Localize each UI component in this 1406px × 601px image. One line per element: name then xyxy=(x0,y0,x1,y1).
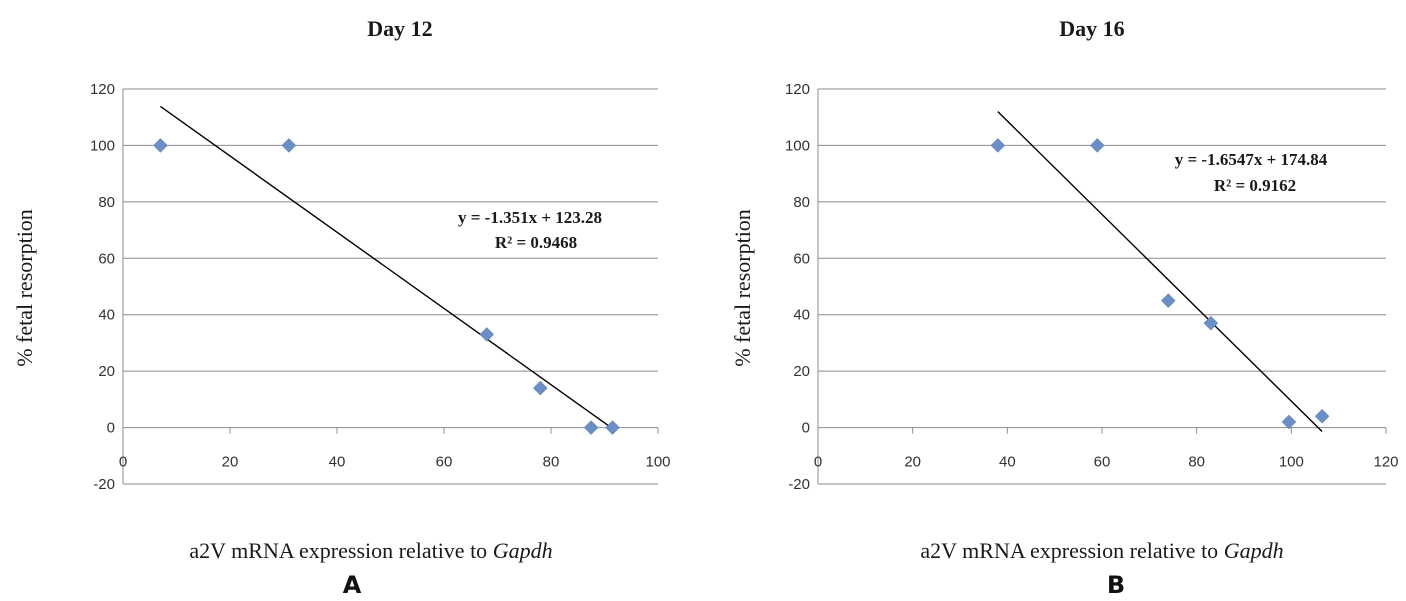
x-tick-label: 20 xyxy=(222,454,239,471)
y-tick-label: 60 xyxy=(98,250,115,267)
trendline xyxy=(997,111,1323,432)
y-tick-label: 80 xyxy=(98,194,115,211)
y-tick-label: -20 xyxy=(788,476,810,493)
data-point xyxy=(1281,414,1297,430)
trendline xyxy=(160,105,613,430)
x-tick-label: 120 xyxy=(1373,454,1398,471)
data-point xyxy=(532,380,548,396)
trendline-equation: y = -1.6547x + 174.84 xyxy=(1175,150,1328,169)
x-axis-label-italic: Gapdh xyxy=(493,538,553,563)
y-tick-label: -20 xyxy=(93,476,115,493)
data-point xyxy=(281,138,297,153)
data-point xyxy=(153,138,168,153)
data-point xyxy=(479,327,495,342)
chart-title: Day 16 xyxy=(1059,16,1124,41)
y-tick-label: 60 xyxy=(793,250,810,267)
panel-label: B xyxy=(1107,571,1125,599)
trendline-equation: y = -1.351x + 123.28 xyxy=(458,208,602,227)
data-point xyxy=(1160,293,1176,308)
data-point xyxy=(1203,315,1219,331)
y-tick-label: 100 xyxy=(785,137,810,154)
chart-title: Day 12 xyxy=(367,16,432,41)
y-tick-label: 20 xyxy=(793,363,810,380)
x-tick-label: 100 xyxy=(1279,454,1304,471)
x-tick-label: 60 xyxy=(1094,454,1111,471)
data-point xyxy=(1314,408,1330,424)
x-tick-label: 0 xyxy=(119,454,127,471)
x-axis-label-text: a2V mRNA expression relative to xyxy=(920,538,1223,563)
data-point xyxy=(583,420,599,435)
r-squared-label: R² = 0.9162 xyxy=(1214,176,1296,195)
y-tick-label: 40 xyxy=(793,307,810,324)
panel-label: A xyxy=(343,571,362,599)
x-axis-label: a2V mRNA expression relative to Gapdh xyxy=(920,538,1283,563)
x-tick-label: 80 xyxy=(543,454,560,471)
x-tick-label: 40 xyxy=(999,454,1016,471)
data-point xyxy=(605,420,620,435)
y-tick-label: 0 xyxy=(107,420,115,437)
x-tick-label: 0 xyxy=(814,454,822,471)
x-axis-label: a2V mRNA expression relative to Gapdh xyxy=(189,538,552,563)
y-tick-label: 20 xyxy=(98,363,115,380)
x-axis-label-italic: Gapdh xyxy=(1224,538,1284,563)
data-point xyxy=(1089,138,1105,153)
y-axis-label: % fetal resorption xyxy=(730,209,755,367)
x-tick-label: 60 xyxy=(436,454,453,471)
data-point xyxy=(990,138,1006,153)
y-tick-label: 120 xyxy=(90,81,115,98)
x-tick-label: 100 xyxy=(645,454,670,471)
y-axis-label: % fetal resorption xyxy=(12,209,37,367)
x-tick-label: 40 xyxy=(329,454,346,471)
y-tick-label: 0 xyxy=(802,420,810,437)
x-axis-label-text: a2V mRNA expression relative to xyxy=(189,538,492,563)
r-squared-label: R² = 0.9468 xyxy=(495,233,577,252)
y-tick-label: 40 xyxy=(98,307,115,324)
x-tick-label: 20 xyxy=(904,454,921,471)
y-tick-label: 120 xyxy=(785,81,810,98)
y-tick-label: 80 xyxy=(793,194,810,211)
x-tick-label: 80 xyxy=(1188,454,1205,471)
y-tick-label: 100 xyxy=(90,137,115,154)
